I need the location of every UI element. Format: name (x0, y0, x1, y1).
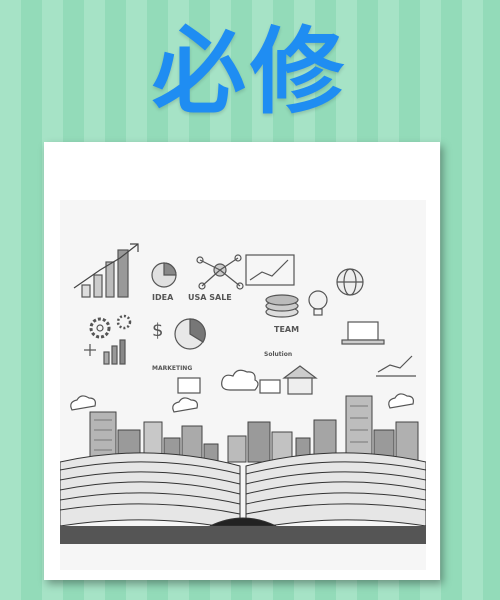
label-marketing: MARKETING (152, 365, 192, 372)
illustration-card: $ (44, 142, 440, 580)
cloud-icon (221, 369, 259, 391)
pie-chart-large-icon (174, 318, 206, 350)
window-grid (94, 405, 368, 451)
bar-chart-small-icon (84, 339, 126, 365)
label-solution: Solution (264, 351, 292, 358)
bar-chart-icon (73, 243, 139, 298)
book-illustration: $ (60, 200, 426, 570)
page-title: 必修 (151, 18, 348, 127)
house-icon (282, 365, 318, 395)
pie-chart-icon (151, 262, 177, 288)
globe-icon (336, 268, 364, 296)
label-team: TEAM (274, 325, 299, 334)
network-icon (196, 254, 244, 290)
trend-chart-icon (376, 355, 416, 377)
gear-icon (89, 314, 132, 339)
line-chart-icon (245, 254, 295, 286)
monitor-icon (177, 377, 281, 394)
label-idea: IDEA (152, 293, 174, 302)
laptop-icon (341, 321, 385, 345)
open-book (60, 452, 426, 570)
lightbulb-icon (308, 290, 328, 316)
city-skyline (89, 395, 419, 463)
coins-icon (265, 294, 299, 318)
label-sale: USA SALE (188, 293, 232, 302)
dollar-icon: $ (152, 320, 163, 341)
